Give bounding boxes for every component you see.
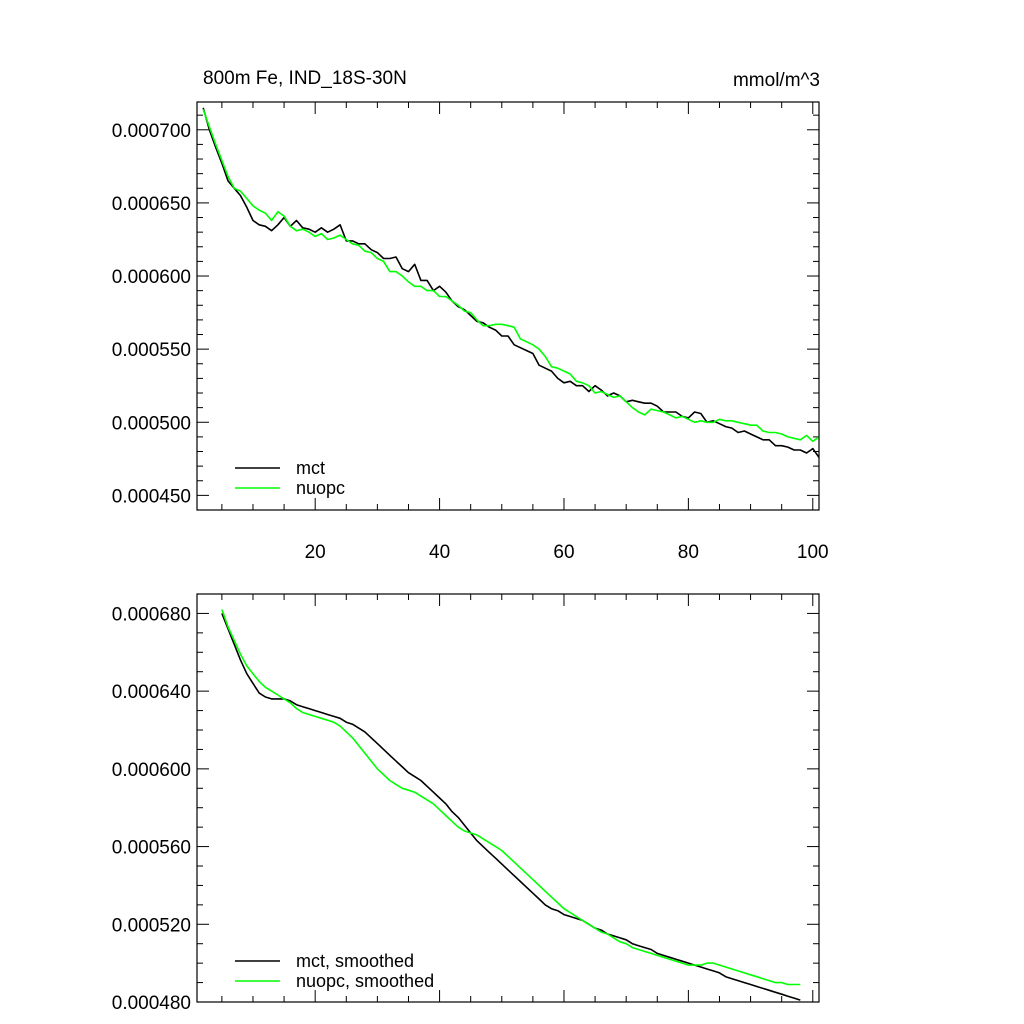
top-y-tick-label: 0.000650 bbox=[112, 194, 191, 215]
bottom-y-tick-label: 0.000480 bbox=[112, 993, 191, 1014]
top-chart-panel: 800m Fe, IND_18S-30N mmol/m^3 20 40 60 80 10… bbox=[112, 68, 829, 563]
top-series-lines bbox=[202, 107, 819, 458]
bottom-y-tick-label: 0.000680 bbox=[112, 604, 191, 625]
top-y-tick-label: 0.000600 bbox=[112, 267, 191, 288]
top-chart-units: mmol/m^3 bbox=[733, 70, 820, 91]
bottom-y-tick-label: 0.000560 bbox=[112, 838, 191, 859]
bottom-y-tick-label: 0.000600 bbox=[112, 760, 191, 781]
bottom-series-lines bbox=[221, 609, 801, 1001]
bottom-plot-frame bbox=[196, 593, 820, 1003]
top-x-tick-label: 40 bbox=[429, 542, 450, 563]
top-x-tick-label: 60 bbox=[553, 542, 574, 563]
top-legend-label: nuopc bbox=[296, 478, 345, 498]
top-x-tick-label: 20 bbox=[305, 542, 326, 563]
top-plot-frame bbox=[196, 101, 820, 511]
top-chart-title: 800m Fe, IND_18S-30N bbox=[203, 68, 407, 89]
top-x-tick-label: 100 bbox=[797, 542, 829, 563]
top-axis-ticks: 20 40 60 80 100 0.000450 0.000500 0.000550 0.000… bbox=[112, 102, 829, 563]
top-y-tick-label: 0.000700 bbox=[112, 121, 191, 142]
top-y-tick-label: 0.000450 bbox=[112, 486, 191, 507]
bottom-series-line-nuopc-smoothed bbox=[221, 609, 801, 986]
top-series-line-nuopc bbox=[202, 109, 819, 443]
bottom-chart-panel: 0.000480 0.000520 0.000560 0.000600 0.000640… bbox=[112, 593, 820, 1014]
bottom-axis-ticks: 0.000480 0.000520 0.000560 0.000600 0.000640… bbox=[112, 593, 819, 1014]
top-series-line-mct bbox=[202, 107, 819, 458]
bottom-legend-label: mct, smoothed bbox=[296, 951, 414, 971]
top-y-tick-label: 0.000550 bbox=[112, 340, 191, 361]
bottom-y-tick-label: 0.000640 bbox=[112, 682, 191, 703]
top-x-tick-label: 80 bbox=[678, 542, 699, 563]
top-legend-label: mct bbox=[296, 458, 325, 478]
bottom-y-tick-label: 0.000520 bbox=[112, 915, 191, 936]
bottom-series-line-mct-smoothed bbox=[221, 613, 801, 1001]
top-y-tick-label: 0.000500 bbox=[112, 413, 191, 434]
bottom-legend-label: nuopc, smoothed bbox=[296, 971, 434, 991]
